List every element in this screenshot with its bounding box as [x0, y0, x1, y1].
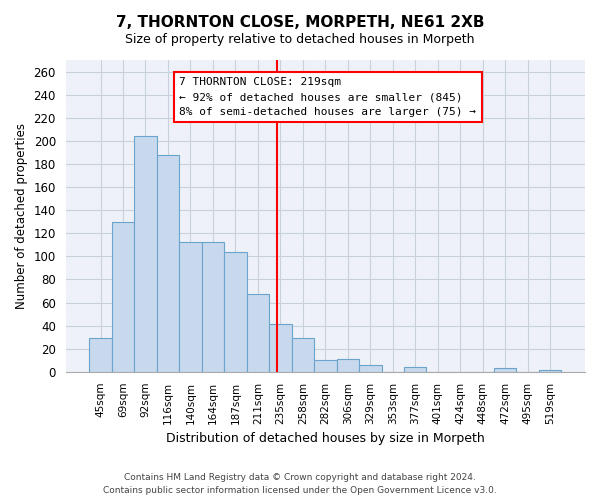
Bar [134, 136, 157, 372]
Text: 7, THORNTON CLOSE, MORPETH, NE61 2XB: 7, THORNTON CLOSE, MORPETH, NE61 2XB [116, 15, 484, 30]
Text: Size of property relative to detached houses in Morpeth: Size of property relative to detached ho… [125, 32, 475, 46]
Bar [89, 338, 112, 372]
Bar [494, 368, 517, 372]
X-axis label: Distribution of detached houses by size in Morpeth: Distribution of detached houses by size … [166, 432, 485, 445]
Bar [314, 360, 337, 372]
Bar [157, 154, 179, 372]
Bar [404, 367, 427, 372]
Bar [337, 359, 359, 372]
Bar [292, 338, 314, 372]
Y-axis label: Number of detached properties: Number of detached properties [15, 123, 28, 309]
Bar [247, 294, 269, 372]
Bar [269, 324, 292, 372]
Bar [112, 222, 134, 372]
Text: 7 THORNTON CLOSE: 219sqm
← 92% of detached houses are smaller (845)
8% of semi-d: 7 THORNTON CLOSE: 219sqm ← 92% of detach… [179, 78, 476, 117]
Bar [202, 242, 224, 372]
Bar [359, 365, 382, 372]
Bar [224, 252, 247, 372]
Bar [539, 370, 562, 372]
Bar [179, 242, 202, 372]
Text: Contains HM Land Registry data © Crown copyright and database right 2024.
Contai: Contains HM Land Registry data © Crown c… [103, 474, 497, 495]
